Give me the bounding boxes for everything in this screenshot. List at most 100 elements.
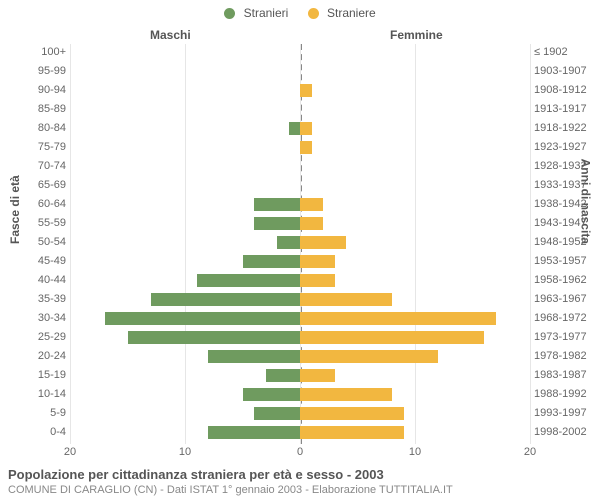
age-row bbox=[70, 44, 530, 63]
birth-year-label: 1903-1907 bbox=[534, 65, 594, 77]
bar-male bbox=[208, 350, 300, 363]
age-label: 90-94 bbox=[6, 84, 66, 96]
bar-male bbox=[289, 122, 301, 135]
age-label: 40-44 bbox=[6, 274, 66, 286]
age-row bbox=[70, 367, 530, 386]
x-tick-label: 10 bbox=[179, 446, 191, 458]
bar-male bbox=[105, 312, 301, 325]
age-label: 15-19 bbox=[6, 369, 66, 381]
birth-year-label: 1963-1967 bbox=[534, 293, 594, 305]
age-row bbox=[70, 158, 530, 177]
age-label: 95-99 bbox=[6, 65, 66, 77]
age-label: 55-59 bbox=[6, 217, 66, 229]
birth-year-label: 1998-2002 bbox=[534, 426, 594, 438]
bar-male bbox=[197, 274, 301, 287]
bar-female bbox=[300, 407, 404, 420]
age-label: 70-74 bbox=[6, 160, 66, 172]
age-label: 30-34 bbox=[6, 312, 66, 324]
age-row bbox=[70, 177, 530, 196]
legend-label-female: Straniere bbox=[327, 6, 376, 20]
bar-female bbox=[300, 426, 404, 439]
age-row bbox=[70, 386, 530, 405]
bar-female bbox=[300, 350, 438, 363]
birth-year-label: 1913-1917 bbox=[534, 103, 594, 115]
legend-label-male: Stranieri bbox=[244, 6, 289, 20]
bar-male bbox=[277, 236, 300, 249]
age-row bbox=[70, 82, 530, 101]
birth-year-label: 1923-1927 bbox=[534, 141, 594, 153]
bar-female bbox=[300, 122, 312, 135]
birth-year-label: 1978-1982 bbox=[534, 350, 594, 362]
bar-female bbox=[300, 141, 312, 154]
bar-male bbox=[151, 293, 301, 306]
bar-female bbox=[300, 236, 346, 249]
bar-male bbox=[266, 369, 301, 382]
legend-swatch-female bbox=[308, 8, 319, 19]
age-row bbox=[70, 63, 530, 82]
legend-swatch-male bbox=[224, 8, 235, 19]
age-row bbox=[70, 291, 530, 310]
birth-year-label: 1938-1942 bbox=[534, 198, 594, 210]
chart-title: Popolazione per cittadinanza straniera p… bbox=[8, 467, 592, 482]
bar-male bbox=[254, 198, 300, 211]
legend-item-male: Stranieri bbox=[224, 6, 288, 20]
bar-female bbox=[300, 388, 392, 401]
birth-year-label: 1918-1922 bbox=[534, 122, 594, 134]
population-pyramid-chart: Stranieri Straniere Maschi Femmine Fasce… bbox=[0, 0, 600, 500]
birth-year-label: 1973-1977 bbox=[534, 331, 594, 343]
birth-year-label: 1928-1932 bbox=[534, 160, 594, 172]
age-row bbox=[70, 348, 530, 367]
age-row bbox=[70, 310, 530, 329]
section-title-male: Maschi bbox=[150, 28, 191, 42]
bar-female bbox=[300, 217, 323, 230]
age-row bbox=[70, 253, 530, 272]
bar-female bbox=[300, 331, 484, 344]
age-label: 0-4 bbox=[6, 426, 66, 438]
age-label: 5-9 bbox=[6, 407, 66, 419]
birth-year-label: 1953-1957 bbox=[534, 255, 594, 267]
x-tick-label: 20 bbox=[524, 446, 536, 458]
age-row bbox=[70, 139, 530, 158]
legend: Stranieri Straniere bbox=[0, 6, 600, 20]
legend-item-female: Straniere bbox=[308, 6, 376, 20]
bar-female bbox=[300, 198, 323, 211]
bar-female bbox=[300, 84, 312, 97]
bar-female bbox=[300, 312, 496, 325]
age-label: 20-24 bbox=[6, 350, 66, 362]
section-title-female: Femmine bbox=[390, 28, 443, 42]
bar-female bbox=[300, 293, 392, 306]
grid-line bbox=[530, 44, 531, 444]
age-label: 10-14 bbox=[6, 388, 66, 400]
chart-footer: Popolazione per cittadinanza straniera p… bbox=[8, 467, 592, 496]
birth-year-label: 1958-1962 bbox=[534, 274, 594, 286]
birth-year-label: 1933-1937 bbox=[534, 179, 594, 191]
bar-male bbox=[243, 255, 301, 268]
age-row bbox=[70, 424, 530, 443]
age-row bbox=[70, 234, 530, 253]
age-label: 25-29 bbox=[6, 331, 66, 343]
bar-male bbox=[243, 388, 301, 401]
plot-area bbox=[70, 44, 530, 444]
age-row bbox=[70, 196, 530, 215]
age-row bbox=[70, 272, 530, 291]
birth-year-label: 1988-1992 bbox=[534, 388, 594, 400]
age-row bbox=[70, 215, 530, 234]
birth-year-label: 1968-1972 bbox=[534, 312, 594, 324]
age-label: 80-84 bbox=[6, 122, 66, 134]
bar-female bbox=[300, 255, 335, 268]
birth-year-label: 1908-1912 bbox=[534, 84, 594, 96]
x-tick-label: 20 bbox=[64, 446, 76, 458]
birth-year-label: 1983-1987 bbox=[534, 369, 594, 381]
age-row bbox=[70, 120, 530, 139]
bar-male bbox=[128, 331, 301, 344]
birth-year-label: 1948-1952 bbox=[534, 236, 594, 248]
age-label: 50-54 bbox=[6, 236, 66, 248]
age-label: 85-89 bbox=[6, 103, 66, 115]
bar-female bbox=[300, 369, 335, 382]
age-label: 100+ bbox=[6, 46, 66, 58]
birth-year-label: 1943-1947 bbox=[534, 217, 594, 229]
chart-subtitle: COMUNE DI CARAGLIO (CN) - Dati ISTAT 1° … bbox=[8, 484, 592, 496]
age-row bbox=[70, 101, 530, 120]
birth-year-label: 1993-1997 bbox=[534, 407, 594, 419]
age-label: 60-64 bbox=[6, 198, 66, 210]
